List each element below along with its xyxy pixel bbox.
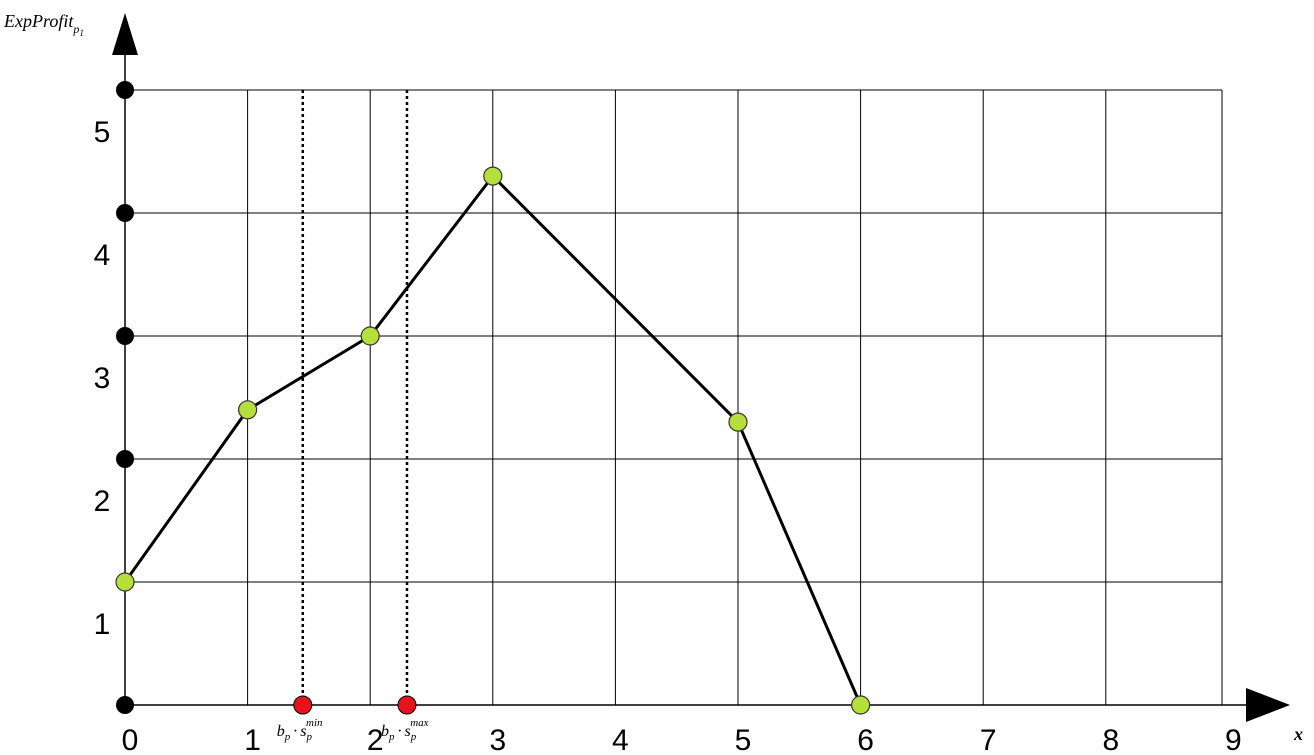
reference-label: bp · spmax — [381, 717, 429, 743]
reference-marker — [397, 695, 417, 715]
data-point — [483, 166, 503, 186]
y-tick-label: 2 — [94, 485, 111, 518]
y-axis-title: ExpProfitp1 — [3, 11, 84, 38]
series — [115, 166, 871, 715]
data-point — [360, 326, 380, 346]
x-tick-label: 8 — [1102, 724, 1119, 755]
y-tick-label: 5 — [94, 116, 111, 149]
axes — [112, 13, 1290, 722]
x-axis-arrow-icon — [1246, 688, 1290, 722]
y-axis-dot — [116, 204, 134, 222]
x-tick-label: 4 — [612, 724, 629, 755]
grid — [125, 89, 1223, 705]
data-point — [115, 572, 135, 592]
y-axis-dot — [116, 450, 134, 468]
data-point — [850, 695, 871, 715]
y-axis-dot — [116, 81, 134, 99]
y-tick-label: 4 — [94, 239, 111, 272]
y-tick-label: 3 — [94, 362, 111, 395]
y-axis-dot — [116, 327, 134, 345]
x-axis-title: x — [1293, 724, 1303, 744]
x-tick-label: 6 — [857, 724, 874, 755]
x-tick-label: 0 — [122, 724, 139, 755]
y-axis-dot — [116, 696, 134, 714]
reference-label: bp · spmin — [277, 717, 323, 743]
reference-lines — [293, 90, 417, 715]
data-point — [238, 400, 258, 420]
y-tick-label: 1 — [94, 608, 111, 641]
x-tick-label: 7 — [980, 724, 997, 755]
x-tick-label: 3 — [489, 724, 506, 755]
x-tick-label: 2 — [367, 724, 384, 755]
data-point — [728, 412, 748, 432]
x-tick-label: 1 — [244, 724, 261, 755]
y-axis-arrow-icon — [112, 13, 138, 55]
reference-marker — [293, 695, 313, 715]
series-line — [123, 173, 862, 706]
x-tick-label: 5 — [735, 724, 752, 755]
x-tick-label: 9 — [1225, 724, 1242, 755]
labels: 0 1 2 3 4 5 6 7 8 9 1 2 3 4 5 ExpProfitp1 x bp · spmin bp · sp… — [3, 11, 1303, 755]
